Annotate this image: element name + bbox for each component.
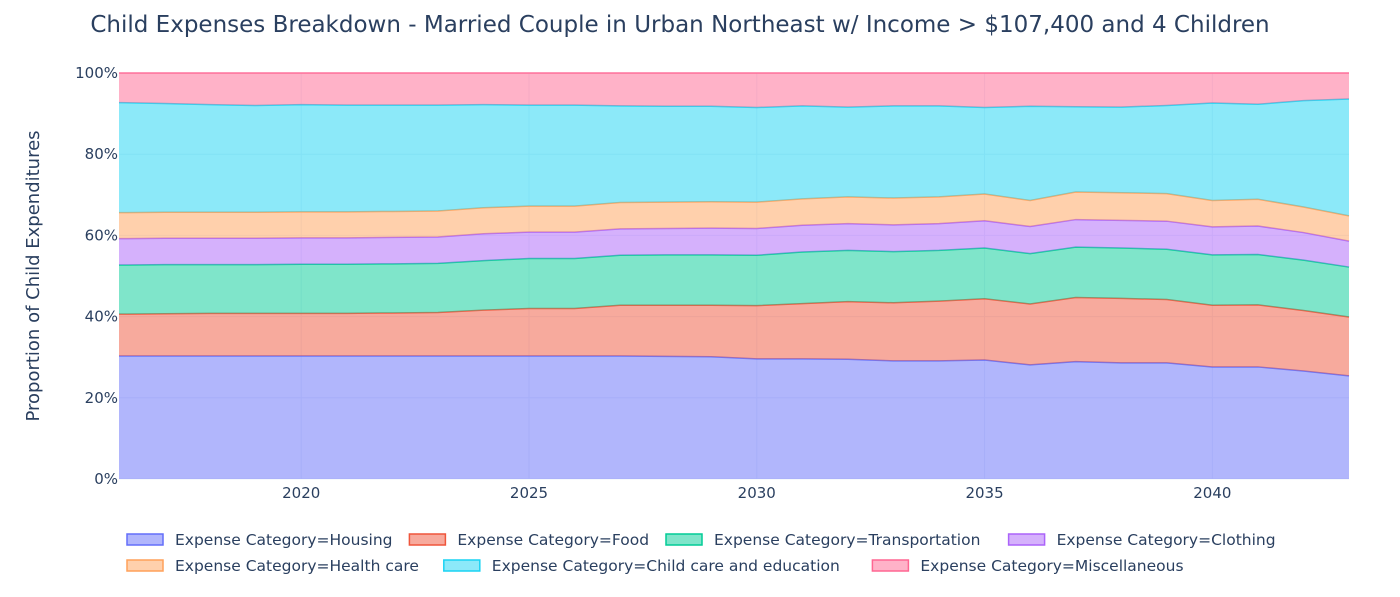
legend: Expense Category=Housing Expense Category… [126,531,1276,575]
legend-label: Expense Category=Food [457,531,649,549]
legend-swatch [126,533,164,546]
area-series-4 [119,219,1349,268]
y-axis-ticks: 0% 20% 40% 60% 80% 100% [75,64,118,488]
chart-title: Child Expenses Breakdown - Married Coupl… [90,12,1269,38]
area-series-7 [119,73,1349,108]
x-tick-label: 2040 [1193,484,1231,502]
area-series-3 [119,247,1349,318]
legend-swatch [1007,533,1046,546]
legend-label: Expense Category=Health care [175,557,419,575]
legend-label: Expense Category=Clothing [1057,531,1276,549]
legend-swatch [871,559,910,572]
y-tick-label: 100% [75,64,118,82]
area-series-group [118,72,1350,479]
x-tick-label: 2025 [510,484,548,502]
x-tick-label: 2030 [738,484,776,502]
y-tick-label: 60% [85,226,118,244]
area-series-5 [119,191,1349,242]
legend-label: Expense Category=Child care and educatio… [492,557,840,575]
area-series-2 [119,297,1349,376]
legend-swatch [408,533,447,546]
x-axis-ticks: 2020 2025 2030 2035 2040 [282,484,1231,502]
area-series-1 [119,355,1349,479]
x-tick-label: 2020 [282,484,320,502]
area-series-6 [119,98,1349,216]
y-tick-label: 0% [94,470,118,488]
legend-label: Expense Category=Miscellaneous [920,557,1183,575]
legend-swatch [665,533,703,546]
y-tick-label: 20% [85,389,118,407]
y-axis-title: Proportion of Child Expenditures [23,130,44,421]
x-tick-label: 2035 [965,484,1003,502]
legend-label: Expense Category=Housing [175,531,393,549]
y-tick-label: 40% [85,308,118,326]
y-tick-label: 80% [85,145,118,163]
legend-swatch [126,559,164,572]
legend-swatch [443,559,481,572]
legend-label: Expense Category=Transportation [714,531,980,549]
